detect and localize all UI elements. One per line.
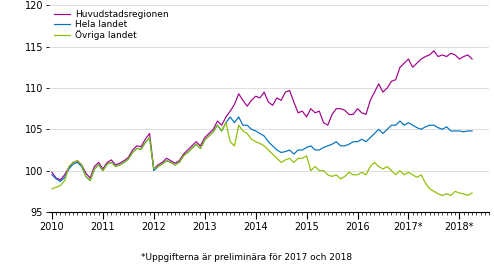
- Huvudstadsregionen: [49, 171, 55, 174]
- Hela landet: [444, 125, 450, 129]
- Huvudstadsregionen: [456, 58, 462, 61]
- Huvudstadsregionen: [57, 178, 63, 181]
- Hela landet: [49, 173, 55, 176]
- Hela landet: [308, 144, 314, 147]
- Övriga landet: [456, 191, 462, 195]
- Övriga landet: [147, 136, 153, 139]
- Hela landet: [456, 129, 462, 132]
- Övriga landet: [304, 154, 310, 157]
- Övriga landet: [223, 121, 229, 124]
- Hela landet: [469, 129, 475, 132]
- Övriga landet: [49, 187, 55, 191]
- Hela landet: [134, 147, 140, 150]
- Hela landet: [57, 180, 63, 183]
- Övriga landet: [444, 192, 450, 195]
- Line: Hela landet: Hela landet: [52, 117, 472, 182]
- Huvudstadsregionen: [431, 49, 437, 52]
- Huvudstadsregionen: [444, 55, 450, 58]
- Övriga landet: [270, 153, 276, 156]
- Huvudstadsregionen: [304, 115, 310, 118]
- Text: *Uppgifterna är preliminära för 2017 och 2018: *Uppgifterna är preliminära för 2017 och…: [141, 253, 353, 262]
- Hela landet: [151, 169, 157, 172]
- Övriga landet: [440, 194, 446, 197]
- Huvudstadsregionen: [270, 104, 276, 107]
- Line: Övriga landet: Övriga landet: [52, 123, 472, 196]
- Huvudstadsregionen: [134, 144, 140, 147]
- Huvudstadsregionen: [151, 167, 157, 171]
- Line: Huvudstadsregionen: Huvudstadsregionen: [52, 51, 472, 180]
- Övriga landet: [469, 191, 475, 195]
- Hela landet: [227, 115, 233, 118]
- Övriga landet: [129, 151, 135, 154]
- Legend: Huvudstadsregionen, Hela landet, Övriga landet: Huvudstadsregionen, Hela landet, Övriga …: [52, 8, 170, 42]
- Hela landet: [274, 148, 280, 152]
- Huvudstadsregionen: [469, 58, 475, 61]
